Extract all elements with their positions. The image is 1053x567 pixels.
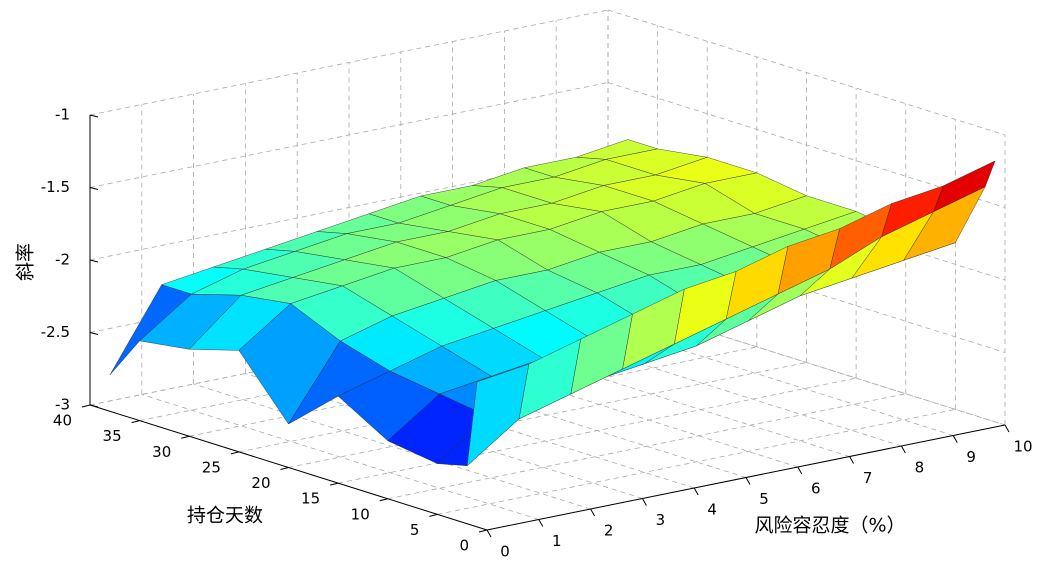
z-tick-label: -3	[55, 396, 70, 414]
z-tick	[89, 332, 99, 335]
grid-line	[89, 82, 609, 188]
x-tick	[693, 487, 699, 496]
y-tick	[131, 420, 140, 424]
grid-line	[288, 362, 807, 468]
x-tick-label: 10	[1013, 438, 1032, 456]
x-tick-label: 1	[552, 532, 562, 550]
x-tick-label: 9	[966, 448, 976, 466]
grid-line	[89, 154, 609, 261]
z-tick-label: -1	[55, 106, 70, 124]
grid-line	[387, 393, 906, 500]
grid-line	[607, 299, 1006, 426]
y-tick	[181, 435, 190, 439]
x-tick-label: 6	[811, 480, 821, 498]
y-tick-label: 35	[103, 427, 122, 445]
x-tick-label: 0	[500, 543, 510, 561]
x-tick-label: 3	[656, 511, 666, 529]
grid-line	[338, 377, 857, 484]
y-tick	[81, 404, 91, 408]
x-tick-label: 4	[707, 501, 717, 519]
z-tick-label: -2	[55, 251, 70, 269]
z-tick	[89, 187, 99, 190]
grid-line	[193, 383, 591, 510]
y-tick-label: 40	[53, 412, 72, 430]
y-tick-label: 20	[251, 474, 270, 492]
z-tick-label: -2.5	[41, 323, 70, 341]
y-tick	[330, 482, 339, 486]
x-tick	[952, 435, 958, 443]
z-tick	[89, 114, 99, 118]
x-tick-label: 2	[604, 522, 614, 540]
x-tick-label: 7	[863, 469, 873, 487]
y-tick-label: 0	[459, 537, 469, 555]
x-tick	[797, 466, 803, 475]
y-tick	[429, 513, 438, 517]
z-tick	[89, 259, 99, 263]
x-tick	[590, 508, 596, 517]
y-tick	[280, 467, 289, 470]
grid-line	[607, 9, 1006, 136]
y-tick	[379, 498, 388, 502]
x-tick	[1004, 424, 1010, 433]
grid-line	[607, 82, 1006, 208]
grid-line	[141, 394, 539, 520]
y-tick-label: 15	[301, 490, 320, 508]
x-tick	[641, 498, 647, 506]
y-tick-label: 30	[152, 443, 171, 461]
x-tick-label: 5	[759, 490, 769, 508]
grid-line	[89, 9, 609, 116]
x-tick	[745, 477, 751, 485]
x-tick	[486, 529, 492, 538]
x-axis-label: 风险容忍度（%）	[754, 515, 905, 537]
z-tick	[89, 404, 99, 408]
y-tick-label: 10	[351, 505, 370, 523]
grid-line	[437, 408, 956, 515]
z-tick-label: -1.5	[41, 178, 70, 196]
y-axis-label: 持仓天数	[187, 505, 263, 527]
x-tick	[849, 456, 855, 464]
surface-patch	[466, 363, 530, 466]
y-tick	[230, 451, 239, 455]
y-tick-label: 25	[202, 458, 221, 476]
x-tick	[538, 519, 544, 527]
x-tick-label: 8	[915, 459, 925, 477]
y-tick-label: 5	[410, 521, 420, 539]
y-tick	[478, 529, 488, 533]
z-axis-label: 斜率	[15, 243, 37, 281]
x-tick	[900, 445, 906, 454]
